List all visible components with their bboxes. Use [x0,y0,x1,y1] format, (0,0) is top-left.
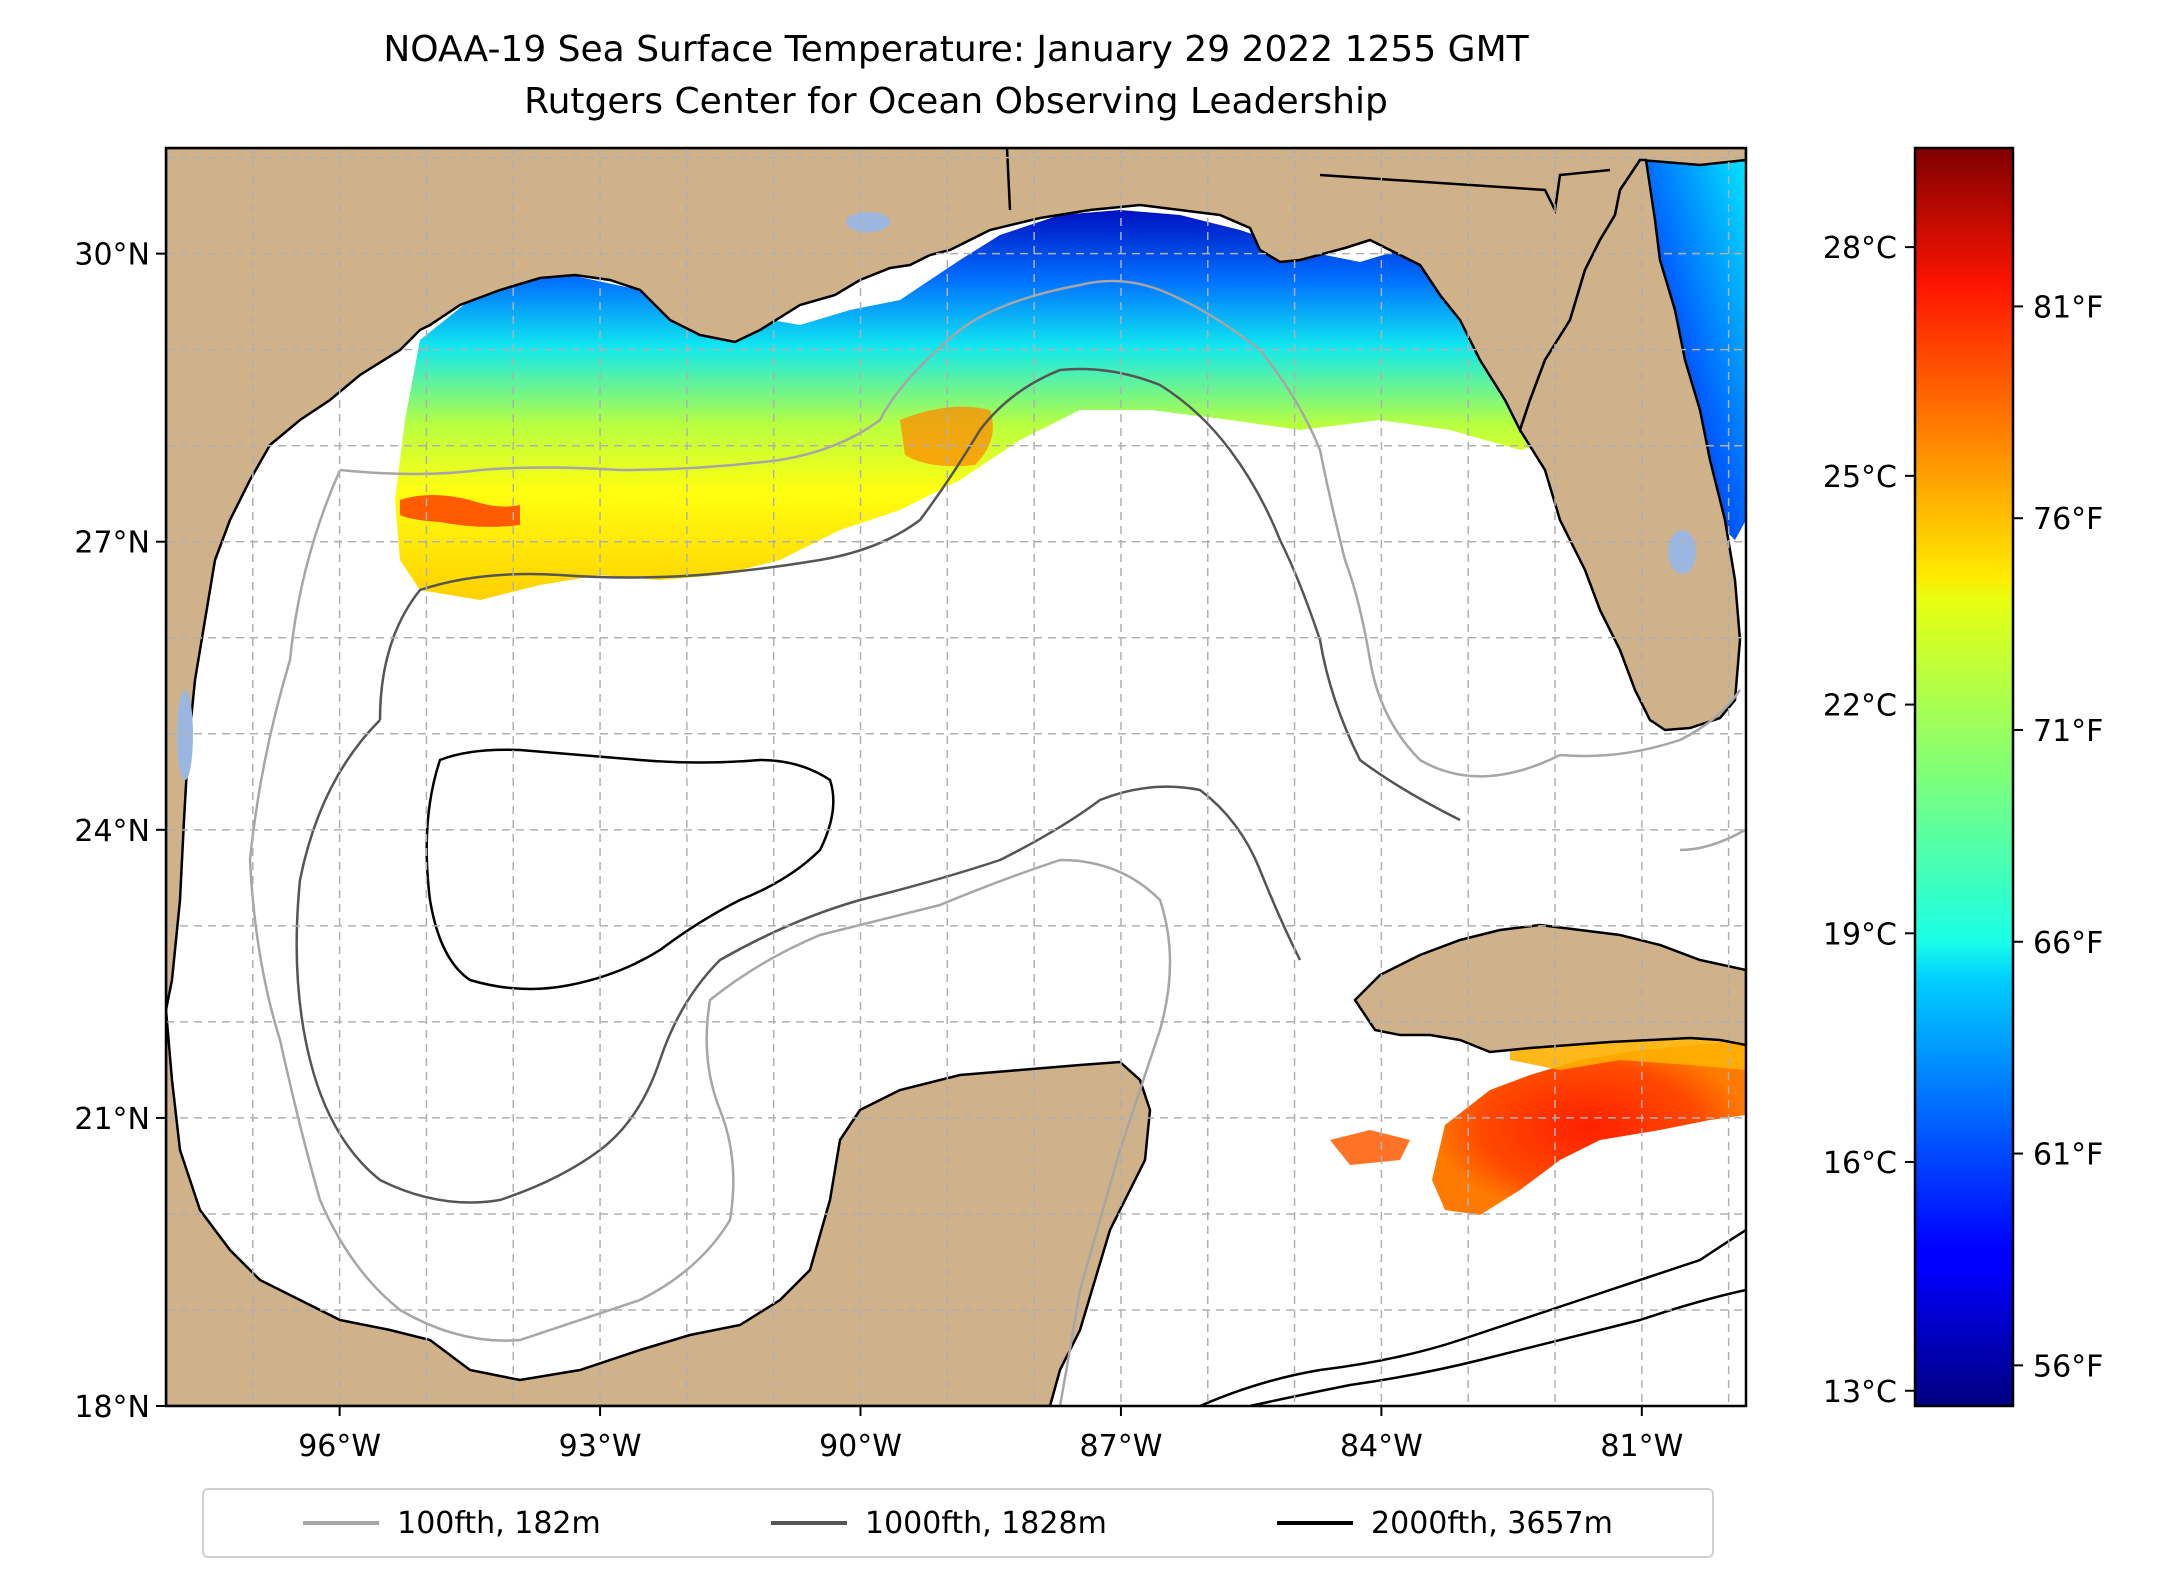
legend-swatch-1000fth [770,1521,847,1525]
lat-tick-label: 27°N [74,526,150,561]
lon-tick-label: 96°W [298,1429,381,1464]
fahrenheit-tick-label: 56°F [2033,1349,2103,1384]
sst-swath-caribbean [1432,1040,1746,1215]
gridlines [166,148,1746,1406]
lat-tick-label: 30°N [74,238,150,273]
map-area[interactable] [164,146,1748,1408]
contour-100fth [248,279,1746,1406]
lake-okeechobee [1668,530,1696,574]
legend-item-2000fth: 2000fth, 3657m [1277,1506,1613,1541]
fahrenheit-tick-label: 81°F [2033,290,2103,325]
celsius-tick-label: 22°C [1823,689,1897,724]
celsius-tick-label: 25°C [1823,460,1897,495]
sst-warm-patch-west [400,495,520,527]
legend-item-1000fth: 1000fth, 1828m [770,1505,1107,1541]
lon-tick-label: 87°W [1080,1429,1163,1464]
legend-item-100fth: 100fth, 182m [303,1506,601,1541]
lon-tick-label: 93°W [559,1429,642,1464]
colorbar-fahrenheit-ticks: 81°F 76°F 71°F 66°F 61°F 56°F [2013,290,2103,1384]
contour-1000fth [295,367,1461,1204]
legend-swatch-2000fth [1277,1521,1354,1525]
colorbar-celsius-ticks: 28°C 25°C 22°C 19°C 16°C 13°C [1823,231,1915,1410]
sst-swath-caribbean-west [1330,1130,1410,1165]
celsius-tick-label: 28°C [1823,231,1897,266]
lon-tick-label: 90°W [819,1429,902,1464]
celsius-tick-label: 19°C [1823,917,1897,952]
fahrenheit-tick-label: 66°F [2033,926,2103,961]
legend-label-1000fth: 1000fth, 1828m [864,1505,1107,1541]
land-cuba [1353,923,1746,1054]
colorbar-gradient [1913,146,2015,1408]
map-subtitle: Rutgers Center for Ocean Observing Leade… [524,81,1388,122]
lon-tick-label: 81°W [1600,1429,1683,1464]
latitude-axis: 30°N 27°N 24°N 21°N 18°N [74,238,166,1425]
fahrenheit-tick-label: 61°F [2033,1138,2103,1173]
legend-swatch-100fth [303,1521,380,1525]
land-mexico [166,1009,1152,1406]
lat-tick-label: 24°N [74,814,150,849]
fahrenheit-tick-label: 71°F [2033,714,2103,749]
celsius-tick-label: 13°C [1823,1375,1897,1410]
legend-label-100fth: 100fth, 182m [397,1505,601,1541]
lon-tick-label: 84°W [1340,1429,1423,1464]
map-frame [164,146,1748,1408]
celsius-tick-label: 16°C [1823,1146,1897,1181]
lake-laguna-madre [177,690,193,780]
colorbar: 28°C 25°C 22°C 19°C 16°C 13°C 81°F 76°F 71°F 66°… [1823,146,2103,1410]
longitude-axis: 96°W 93°W 90°W 87°W 84°W 81°W [298,1406,1683,1464]
lat-tick-label: 18°N [74,1390,150,1425]
contour-legend: 100fth, 182m 1000fth, 1828m 2000fth, 365… [202,1488,1714,1558]
sst-warm-patch-central [900,406,993,467]
legend-label-2000fth: 2000fth, 3657m [1371,1505,1613,1541]
map-title: NOAA-19 Sea Surface Temperature: January… [383,29,1529,70]
fahrenheit-tick-label: 76°F [2033,502,2103,537]
lake-pontchartrain [846,212,890,232]
lat-tick-label: 21°N [74,1102,150,1137]
